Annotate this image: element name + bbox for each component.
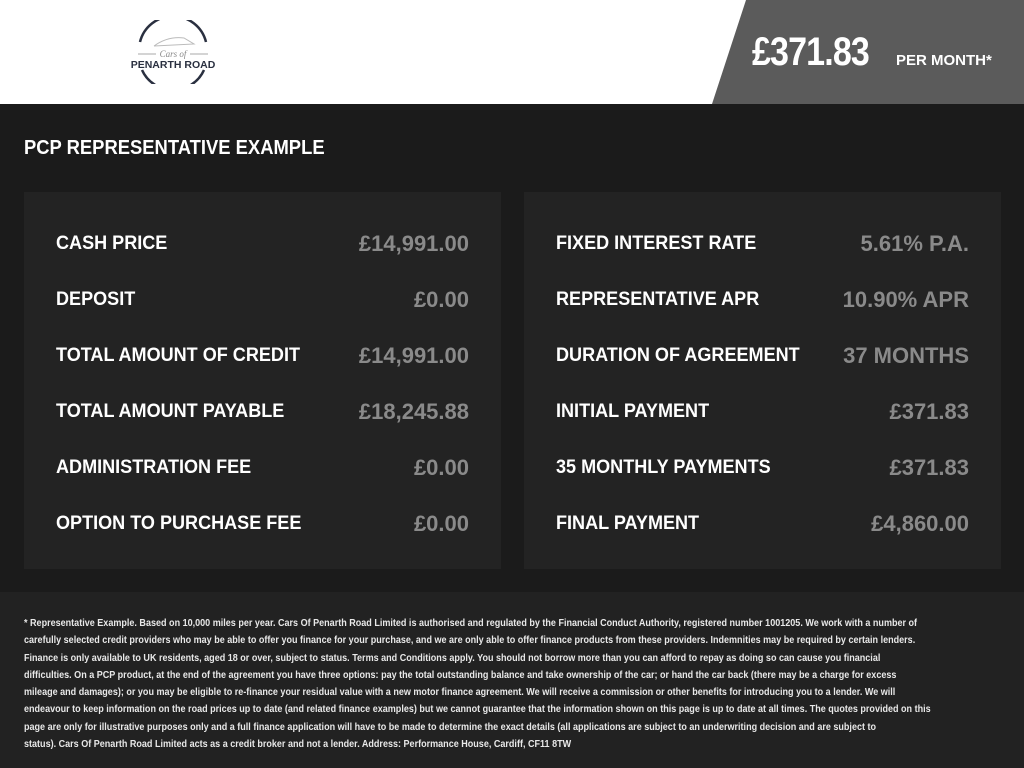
row-label: FIXED INTEREST RATE xyxy=(556,233,757,254)
row-label: FINAL PAYMENT xyxy=(556,513,700,534)
row-label: DURATION OF AGREEMENT xyxy=(556,345,800,366)
row-value: £14,991.00 xyxy=(358,231,469,256)
finance-row: TOTAL AMOUNT PAYABLE £18,245.88 xyxy=(56,384,469,440)
right-finance-panel: FIXED INTEREST RATE 5.61% P.A. REPRESENTAT… xyxy=(524,192,1001,569)
finance-row: 35 MONTHLY PAYMENTS £371.83 xyxy=(556,440,969,496)
finance-row: OPTION TO PURCHASE FEE £0.00 xyxy=(56,496,469,552)
row-value: £0.00 xyxy=(413,287,469,312)
row-value: £371.83 xyxy=(889,455,969,480)
finance-row: FINAL PAYMENT £4,860.00 xyxy=(556,496,969,552)
section-title: PCP REPRESENTATIVE EXAMPLE xyxy=(24,137,325,159)
cars-of-penarth-road-logo: Cars of PENARTH ROAD xyxy=(131,20,216,84)
row-label: OPTION TO PURCHASE FEE xyxy=(56,513,302,534)
finance-row: REPRESENTATIVE APR 10.90% APR xyxy=(556,272,969,328)
svg-text:PENARTH ROAD: PENARTH ROAD xyxy=(131,59,216,71)
finance-row: DURATION OF AGREEMENT 37 MONTHS xyxy=(556,328,969,384)
row-label: TOTAL AMOUNT PAYABLE xyxy=(56,401,285,422)
pcp-example-section: PCP REPRESENTATIVE EXAMPLE CASH PRICE £14… xyxy=(0,104,1024,592)
row-value: £14,991.00 xyxy=(358,343,469,368)
disclaimer-line: Finance is only available to UK resident… xyxy=(24,651,881,664)
header-bar: Cars of PENARTH ROAD £371.83 PER MONTH* xyxy=(0,0,1024,104)
row-value: £0.00 xyxy=(413,511,469,536)
row-value: 37 MONTHS xyxy=(843,343,969,368)
disclaimer: * Representative Example. Based on 10,00… xyxy=(0,592,1024,768)
disclaimer-line: carefully selected credit providers who … xyxy=(24,634,916,647)
row-label: CASH PRICE xyxy=(56,233,168,254)
row-value: £371.83 xyxy=(889,399,969,424)
row-value: £4,860.00 xyxy=(871,511,969,536)
per-month-label: PER MONTH* xyxy=(896,52,992,69)
left-finance-panel: CASH PRICE £14,991.00 DEPOSIT £0.00 TOTAL AM… xyxy=(24,192,501,569)
disclaimer-line: page are only for illustrative purposes … xyxy=(24,720,877,733)
finance-row: ADMINISTRATION FEE £0.00 xyxy=(56,440,469,496)
finance-row: DEPOSIT £0.00 xyxy=(56,272,469,328)
disclaimer-line: endeavour to keep information on the roa… xyxy=(24,703,931,716)
monthly-price: £371.83 xyxy=(752,30,870,74)
disclaimer-line: status). Cars Of Penarth Road Limited ac… xyxy=(24,738,572,751)
row-label: ADMINISTRATION FEE xyxy=(56,457,252,478)
disclaimer-line: mileage and damages); or you may be elig… xyxy=(24,686,896,699)
row-value: £0.00 xyxy=(413,455,469,480)
finance-row: INITIAL PAYMENT £371.83 xyxy=(556,384,969,440)
finance-row: CASH PRICE £14,991.00 xyxy=(56,216,469,272)
row-label: 35 MONTHLY PAYMENTS xyxy=(556,457,771,478)
row-label: REPRESENTATIVE APR xyxy=(556,289,760,310)
svg-text:Cars of: Cars of xyxy=(160,49,188,59)
monthly-price-box: £371.83 PER MONTH* xyxy=(712,0,1024,104)
disclaimer-line: difficulties. On a PCP product, at the e… xyxy=(24,668,897,681)
row-label: DEPOSIT xyxy=(56,289,136,310)
row-value: £18,245.88 xyxy=(358,399,469,424)
disclaimer-line: * Representative Example. Based on 10,00… xyxy=(24,617,918,629)
finance-row: FIXED INTEREST RATE 5.61% P.A. xyxy=(556,216,969,272)
finance-row: TOTAL AMOUNT OF CREDIT £14,991.00 xyxy=(56,328,469,384)
row-label: TOTAL AMOUNT OF CREDIT xyxy=(56,345,301,366)
row-label: INITIAL PAYMENT xyxy=(556,401,710,422)
row-value: 5.61% P.A. xyxy=(860,231,969,256)
row-value: 10.90% APR xyxy=(842,287,969,312)
